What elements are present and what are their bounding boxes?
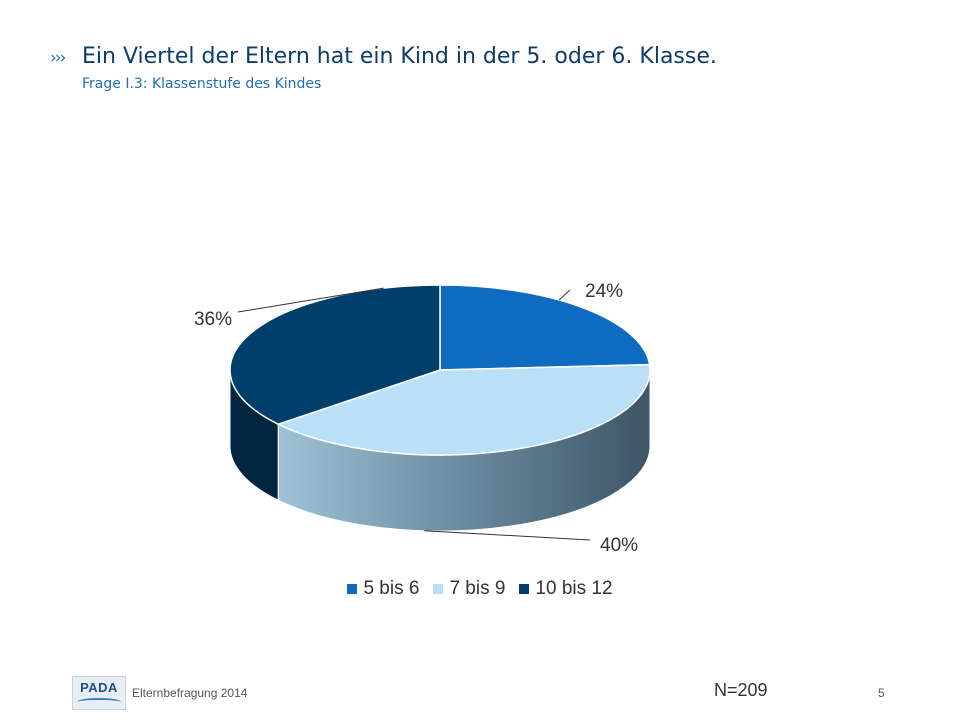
page-subtitle: Frage I.3: Klassenstufe des Kindes [82, 76, 322, 92]
legend-label: 7 bis 9 [449, 578, 506, 599]
pie-slice-0 [439, 284, 651, 371]
page-number: 5 [878, 686, 885, 700]
data-label-2: 36% [194, 309, 232, 330]
pada-logo: PADA [72, 676, 126, 710]
legend-label: 10 bis 12 [535, 578, 613, 599]
leader-line-0 [558, 289, 571, 301]
pie-slice-1 [276, 363, 651, 456]
legend-swatch [433, 584, 444, 594]
legend-label: 5 bis 6 [363, 578, 420, 599]
legend-item-5-bis-6: 5 bis 6 [347, 578, 419, 600]
data-label-0: 24% [585, 281, 623, 302]
chart-legend: 5 bis 6 7 bis 9 10 bis 12 [0, 578, 960, 600]
logo-wave-icon [77, 698, 121, 706]
data-label-1: 40% [600, 535, 638, 556]
leader-line-1 [424, 530, 591, 541]
legend-swatch [347, 584, 358, 594]
leader-line-2 [237, 287, 384, 313]
legend-item-10-bis-12: 10 bis 12 [519, 578, 613, 600]
legend-item-7-bis-9: 7 bis 9 [433, 578, 505, 600]
chevron-icon: ››› [50, 48, 66, 68]
page-title: Ein Viertel der Eltern hat ein Kind in d… [82, 44, 717, 69]
sample-size: N=209 [714, 680, 768, 700]
legend-swatch [519, 584, 530, 594]
footer-text: Elternbefragung 2014 [132, 686, 248, 700]
logo-text: PADA [80, 680, 118, 695]
